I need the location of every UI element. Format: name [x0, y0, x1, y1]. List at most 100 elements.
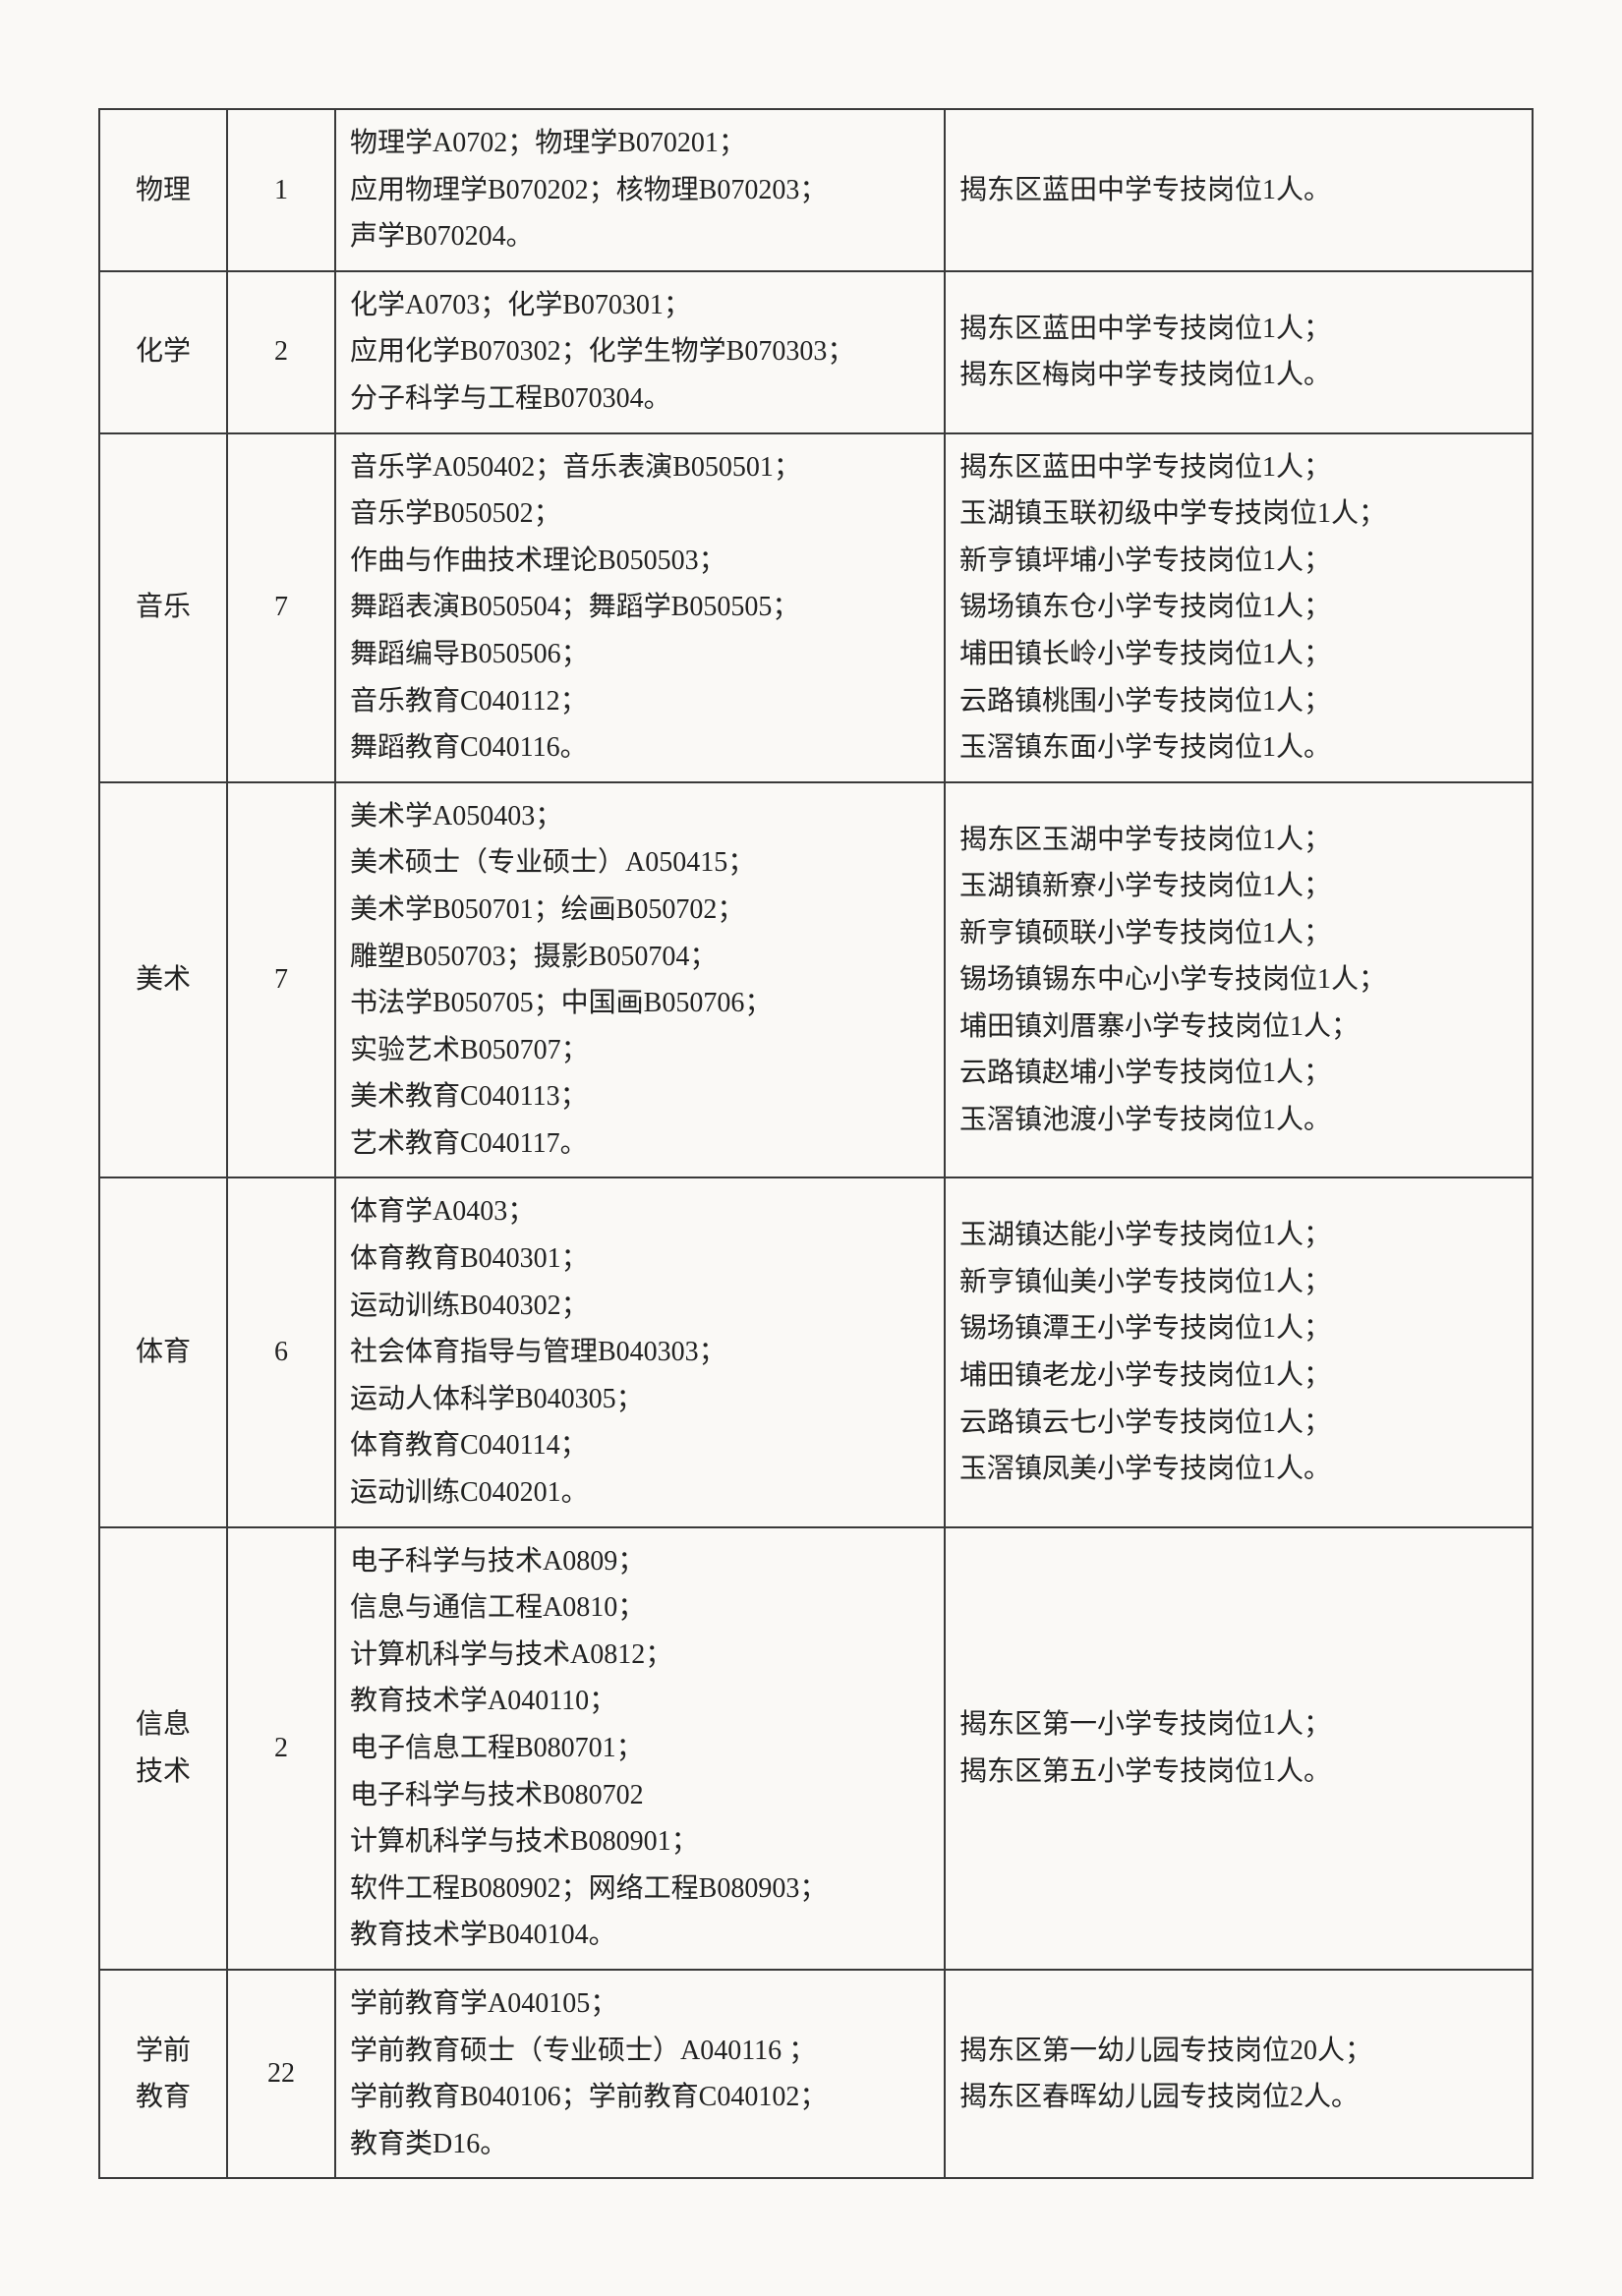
major-line: 舞蹈教育C040116。	[350, 724, 930, 772]
subject-text: 教育	[114, 2074, 212, 2121]
post-line: 云路镇桃围小学专技岗位1人；	[959, 678, 1518, 725]
major-line: 软件工程B080902；网络工程B080903；	[350, 1866, 930, 1913]
post-line: 揭东区第一小学专技岗位1人；	[959, 1701, 1518, 1749]
table-row: 化学2化学A0703；化学B070301；应用化学B070302；化学生物学B0…	[99, 271, 1533, 433]
subject-text: 信息	[114, 1701, 212, 1749]
major-line: 运动训练B040302；	[350, 1283, 930, 1330]
table-row: 信息技术2电子科学与技术A0809；信息与通信工程A0810；计算机科学与技术A…	[99, 1527, 1533, 1970]
subject-cell: 体育	[99, 1177, 227, 1526]
table-body: 物理1物理学A0702；物理学B070201；应用物理学B070202；核物理B…	[99, 109, 1533, 2178]
subject-cell: 化学	[99, 271, 227, 433]
post-line: 揭东区蓝田中学专技岗位1人。	[959, 167, 1518, 214]
majors-cell: 化学A0703；化学B070301；应用化学B070302；化学生物学B0703…	[335, 271, 945, 433]
major-line: 电子信息工程B080701；	[350, 1725, 930, 1772]
table-row: 体育6体育学A0403；体育教育B040301；运动训练B040302；社会体育…	[99, 1177, 1533, 1526]
major-line: 运动人体科学B040305；	[350, 1376, 930, 1423]
majors-cell: 美术学A050403；美术硕士（专业硕士）A050415；美术学B050701；…	[335, 782, 945, 1178]
subject-text: 音乐	[114, 584, 212, 631]
major-line: 艺术教育C040117。	[350, 1120, 930, 1168]
majors-cell: 物理学A0702；物理学B070201；应用物理学B070202；核物理B070…	[335, 109, 945, 271]
count-cell: 7	[227, 433, 335, 782]
table-row: 音乐7音乐学A050402；音乐表演B050501；音乐学B050502；作曲与…	[99, 433, 1533, 782]
major-line: 音乐学B050502；	[350, 490, 930, 538]
post-line: 埔田镇刘厝寨小学专技岗位1人；	[959, 1004, 1518, 1051]
posts-cell: 揭东区第一小学专技岗位1人；揭东区第五小学专技岗位1人。	[945, 1527, 1533, 1970]
major-line: 应用化学B070302；化学生物学B070303；	[350, 328, 930, 375]
recruitment-table: 物理1物理学A0702；物理学B070201；应用物理学B070202；核物理B…	[98, 108, 1534, 2179]
major-line: 实验艺术B050707；	[350, 1027, 930, 1074]
major-line: 音乐学A050402；音乐表演B050501；	[350, 444, 930, 491]
count-cell: 7	[227, 782, 335, 1178]
major-line: 教育类D16。	[350, 2121, 930, 2168]
post-line: 新亨镇硕联小学专技岗位1人；	[959, 910, 1518, 957]
major-line: 电子科学与技术B080702	[350, 1772, 930, 1819]
subject-cell: 信息技术	[99, 1527, 227, 1970]
post-line: 云路镇赵埔小学专技岗位1人；	[959, 1050, 1518, 1097]
major-line: 舞蹈表演B050504；舞蹈学B050505；	[350, 584, 930, 631]
table-row: 美术 7美术学A050403；美术硕士（专业硕士）A050415；美术学B0507…	[99, 782, 1533, 1178]
major-line: 学前教育B040106；学前教育C040102；	[350, 2074, 930, 2121]
posts-cell: 揭东区第一幼儿园专技岗位20人；揭东区春晖幼儿园专技岗位2人。	[945, 1970, 1533, 2178]
major-line: 美术硕士（专业硕士）A050415；	[350, 839, 930, 887]
post-line: 揭东区第五小学专技岗位1人。	[959, 1749, 1518, 1796]
table-row: 物理1物理学A0702；物理学B070201；应用物理学B070202；核物理B…	[99, 109, 1533, 271]
post-line: 埔田镇长岭小学专技岗位1人；	[959, 631, 1518, 678]
post-line: 揭东区梅岗中学专技岗位1人。	[959, 352, 1518, 399]
posts-cell: 揭东区蓝田中学专技岗位1人；玉湖镇玉联初级中学专技岗位1人；新亨镇坪埔小学专技岗…	[945, 433, 1533, 782]
major-line: 声学B070204。	[350, 213, 930, 260]
major-line: 应用物理学B070202；核物理B070203；	[350, 167, 930, 214]
major-line: 社会体育指导与管理B040303；	[350, 1329, 930, 1376]
subject-cell: 物理	[99, 109, 227, 271]
majors-cell: 体育学A0403；体育教育B040301；运动训练B040302；社会体育指导与…	[335, 1177, 945, 1526]
count-cell: 1	[227, 109, 335, 271]
subject-text: 学前	[114, 2028, 212, 2075]
major-line: 音乐教育C040112；	[350, 678, 930, 725]
majors-cell: 音乐学A050402；音乐表演B050501；音乐学B050502；作曲与作曲技…	[335, 433, 945, 782]
post-line: 锡场镇锡东中心小学专技岗位1人；	[959, 956, 1518, 1004]
major-line: 体育教育C040114；	[350, 1422, 930, 1469]
subject-text: 美术	[114, 956, 212, 1004]
major-line: 电子科学与技术A0809；	[350, 1538, 930, 1585]
post-line: 玉滘镇凤美小学专技岗位1人。	[959, 1446, 1518, 1493]
majors-cell: 学前教育学A040105；学前教育硕士（专业硕士）A040116 ；学前教育B0…	[335, 1970, 945, 2178]
major-line: 教育技术学B040104。	[350, 1912, 930, 1959]
post-line: 揭东区玉湖中学专技岗位1人；	[959, 817, 1518, 864]
count-cell: 6	[227, 1177, 335, 1526]
post-line: 玉湖镇玉联初级中学专技岗位1人；	[959, 490, 1518, 538]
post-line: 玉湖镇达能小学专技岗位1人；	[959, 1212, 1518, 1259]
subject-text: 化学	[114, 328, 212, 375]
post-line: 玉滘镇东面小学专技岗位1人。	[959, 724, 1518, 772]
major-line: 教育技术学A040110；	[350, 1678, 930, 1725]
major-line: 计算机科学与技术B080901；	[350, 1818, 930, 1866]
post-line: 新亨镇坪埔小学专技岗位1人；	[959, 538, 1518, 585]
post-line: 揭东区第一幼儿园专技岗位20人；	[959, 2028, 1518, 2075]
post-line: 揭东区春晖幼儿园专技岗位2人。	[959, 2074, 1518, 2121]
major-line: 化学A0703；化学B070301；	[350, 282, 930, 329]
posts-cell: 揭东区蓝田中学专技岗位1人；揭东区梅岗中学专技岗位1人。	[945, 271, 1533, 433]
major-line: 作曲与作曲技术理论B050503；	[350, 538, 930, 585]
post-line: 锡场镇东仓小学专技岗位1人；	[959, 584, 1518, 631]
major-line: 信息与通信工程A0810；	[350, 1584, 930, 1632]
subject-cell: 音乐	[99, 433, 227, 782]
posts-cell: 玉湖镇达能小学专技岗位1人；新亨镇仙美小学专技岗位1人；锡场镇潭王小学专技岗位1…	[945, 1177, 1533, 1526]
major-line: 舞蹈编导B050506；	[350, 631, 930, 678]
count-cell: 2	[227, 271, 335, 433]
document-page: 物理1物理学A0702；物理学B070201；应用物理学B070202；核物理B…	[0, 0, 1622, 2296]
post-line: 锡场镇潭王小学专技岗位1人；	[959, 1305, 1518, 1352]
major-line: 体育教育B040301；	[350, 1235, 930, 1283]
major-line: 分子科学与工程B070304。	[350, 375, 930, 423]
subject-text: 体育	[114, 1329, 212, 1376]
subject-text: 物理	[114, 167, 212, 214]
post-line: 云路镇云七小学专技岗位1人；	[959, 1400, 1518, 1447]
post-line: 玉滘镇池渡小学专技岗位1人。	[959, 1097, 1518, 1144]
post-line: 玉湖镇新寮小学专技岗位1人；	[959, 863, 1518, 910]
major-line: 计算机科学与技术A0812；	[350, 1632, 930, 1679]
subject-cell: 美术	[99, 782, 227, 1178]
major-line: 学前教育硕士（专业硕士）A040116 ；	[350, 2028, 930, 2075]
major-line: 美术教育C040113；	[350, 1073, 930, 1120]
majors-cell: 电子科学与技术A0809；信息与通信工程A0810；计算机科学与技术A0812；…	[335, 1527, 945, 1970]
major-line: 物理学A0702；物理学B070201；	[350, 120, 930, 167]
major-line: 雕塑B050703；摄影B050704；	[350, 934, 930, 981]
major-line: 体育学A0403；	[350, 1188, 930, 1235]
major-line: 书法学B050705；中国画B050706；	[350, 980, 930, 1027]
